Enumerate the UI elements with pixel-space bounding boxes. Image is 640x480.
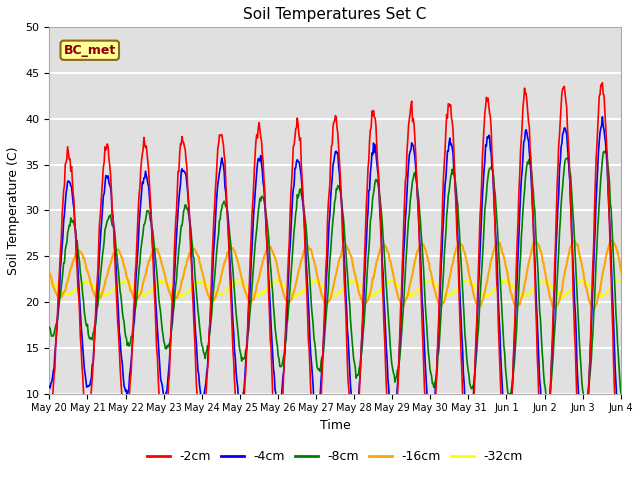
- -4cm: [282, 320, 290, 325]
- Line: -4cm: -4cm: [49, 117, 640, 450]
- Legend: -2cm, -4cm, -8cm, -16cm, -32cm: -2cm, -4cm, -8cm, -16cm, -32cm: [142, 445, 528, 468]
- Text: BC_met: BC_met: [63, 44, 116, 57]
- -16cm: [282, 298, 290, 303]
- -16cm: [452, 249, 460, 255]
- -32cm: [282, 286, 290, 291]
- -2cm: [452, 190, 460, 195]
- -2cm: [282, 308, 290, 314]
- -4cm: [45, 383, 53, 389]
- Line: -16cm: -16cm: [49, 240, 640, 309]
- -8cm: [639, 142, 640, 148]
- -4cm: [117, 349, 125, 355]
- -32cm: [452, 288, 460, 293]
- -32cm: [387, 277, 395, 283]
- -4cm: [579, 447, 587, 453]
- -32cm: [259, 291, 267, 297]
- -2cm: [117, 378, 125, 384]
- -2cm: [45, 403, 53, 408]
- -8cm: [282, 336, 290, 342]
- -16cm: [45, 269, 53, 275]
- -8cm: [45, 324, 53, 330]
- -8cm: [229, 267, 237, 273]
- -8cm: [452, 179, 460, 184]
- -16cm: [628, 306, 636, 312]
- -4cm: [417, 273, 425, 279]
- -4cm: [259, 180, 267, 185]
- -32cm: [117, 279, 125, 285]
- Line: -32cm: -32cm: [49, 280, 640, 297]
- -4cm: [452, 187, 460, 193]
- -4cm: [598, 114, 606, 120]
- -8cm: [621, 408, 628, 414]
- -8cm: [117, 293, 125, 299]
- -16cm: [117, 252, 125, 258]
- Line: -2cm: -2cm: [49, 76, 640, 480]
- -32cm: [634, 294, 640, 300]
- -2cm: [635, 73, 640, 79]
- -2cm: [229, 347, 237, 352]
- -16cm: [259, 257, 267, 263]
- -32cm: [418, 282, 426, 288]
- -2cm: [417, 295, 425, 300]
- -8cm: [417, 231, 425, 237]
- -16cm: [229, 245, 237, 251]
- -8cm: [259, 195, 267, 201]
- -32cm: [229, 281, 237, 287]
- Title: Soil Temperatures Set C: Soil Temperatures Set C: [243, 7, 427, 22]
- -2cm: [259, 159, 267, 165]
- Y-axis label: Soil Temperature (C): Soil Temperature (C): [7, 146, 20, 275]
- -32cm: [45, 279, 53, 285]
- Line: -8cm: -8cm: [49, 145, 640, 411]
- -16cm: [417, 242, 425, 248]
- -4cm: [229, 319, 237, 324]
- X-axis label: Time: Time: [319, 419, 351, 432]
